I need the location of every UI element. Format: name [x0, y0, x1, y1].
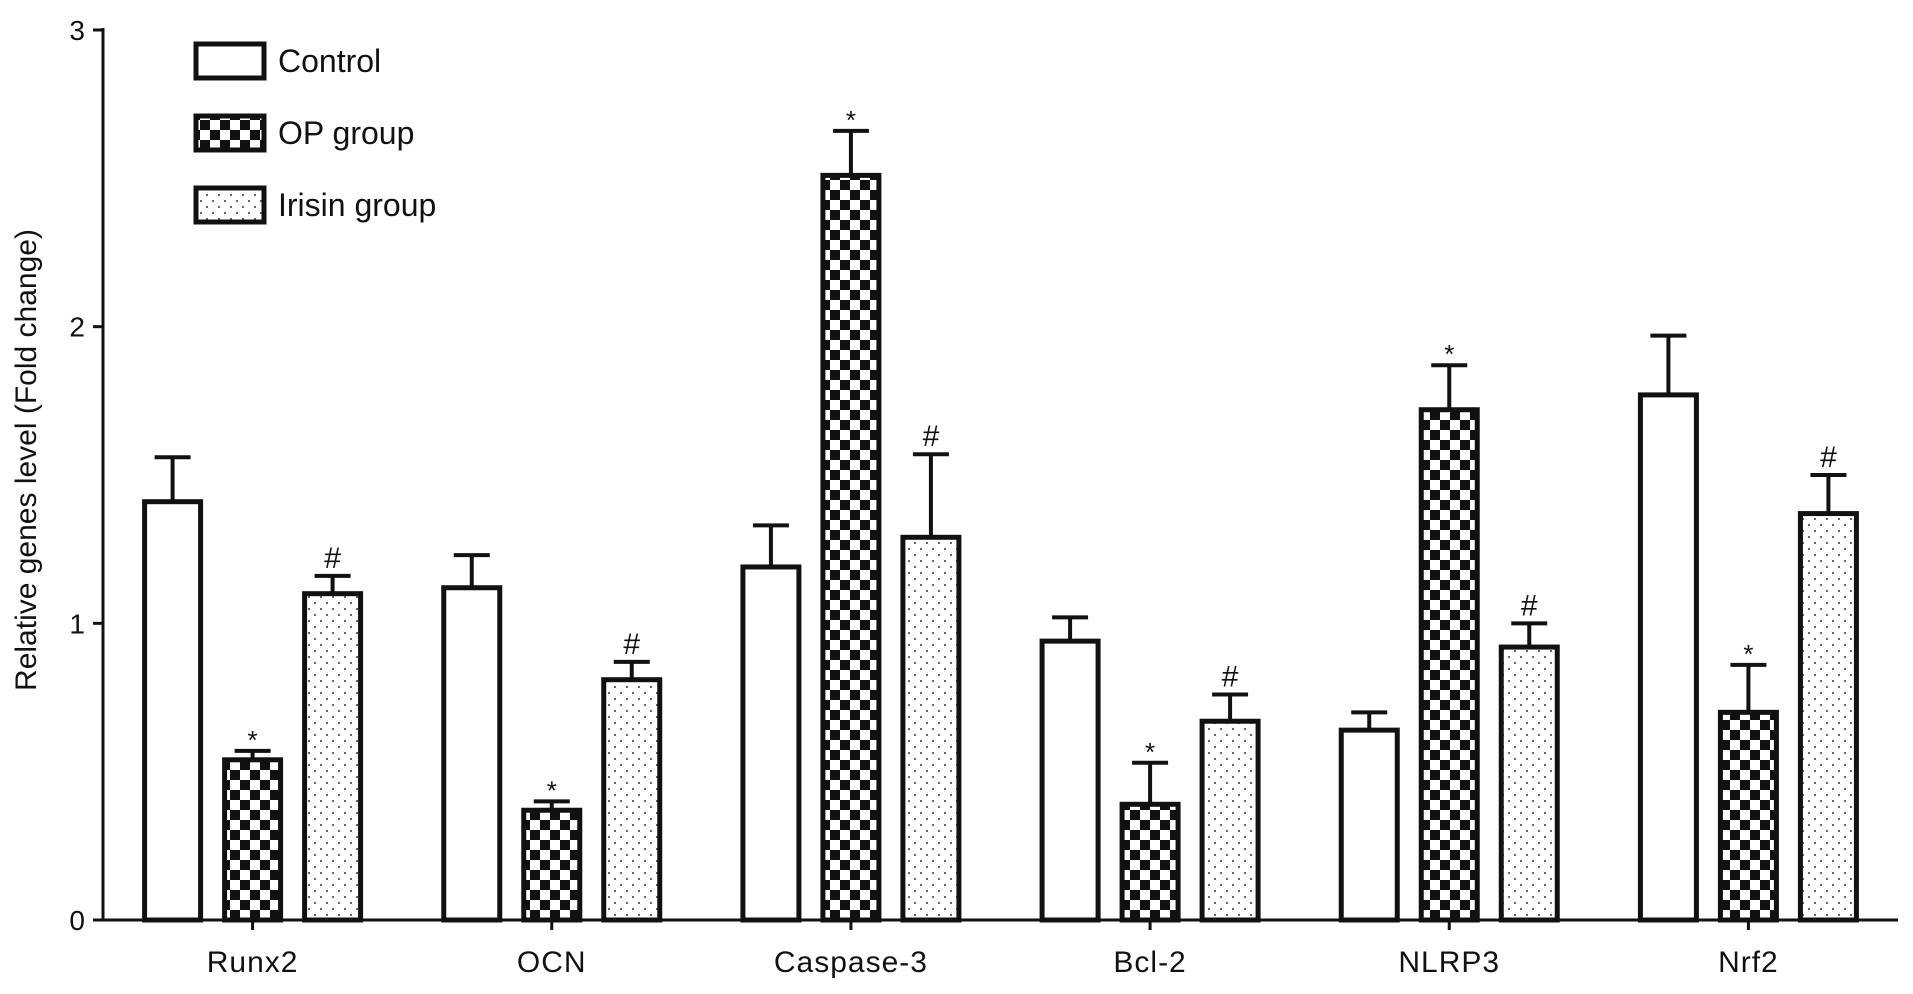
bar [740, 564, 802, 923]
bar [521, 807, 583, 923]
significance-star: * [1743, 639, 1753, 669]
legend-label: Control [278, 43, 381, 79]
bar [222, 757, 284, 923]
bar [1338, 727, 1400, 923]
bar [1498, 644, 1560, 923]
y-axis: 0 1 2 3 [69, 15, 105, 936]
bar [820, 172, 882, 923]
x-tick-label: Runx2 [207, 946, 299, 979]
y-tick-label: 0 [69, 905, 85, 936]
legend-swatch [193, 113, 267, 153]
y-tick-label: 3 [69, 15, 85, 46]
x-tick-label: OCN [517, 946, 587, 979]
bar [1717, 709, 1779, 923]
x-tick-label: NLRP3 [1398, 946, 1500, 979]
legend: Control OP group Irisin group [193, 41, 436, 225]
bar [302, 591, 364, 923]
bar [900, 534, 962, 923]
x-tick-label: Bcl-2 [1113, 946, 1186, 979]
significance-hash: # [1820, 441, 1837, 474]
significance-hash: # [1521, 589, 1538, 622]
legend-swatch [193, 185, 267, 225]
bar [1418, 407, 1480, 923]
bar [1039, 638, 1101, 923]
x-tick-label: Nrf2 [1718, 946, 1779, 979]
bar [1637, 392, 1699, 923]
significance-star: * [1444, 339, 1454, 369]
x-axis: Runx2 OCN Caspase-3 Bcl-2 NLRP3 Nrf2 [103, 918, 1898, 979]
legend-label: OP group [278, 115, 414, 151]
bar [601, 677, 663, 923]
y-tick-label: 1 [69, 608, 85, 639]
significance-star: * [846, 105, 856, 135]
bar [142, 499, 204, 923]
legend-label: Irisin group [278, 187, 436, 223]
y-tick-label: 2 [69, 312, 85, 343]
significance-hash: # [623, 628, 640, 661]
bar [1199, 718, 1261, 923]
bars: * # * # * # * # * # * # [142, 105, 1859, 923]
legend-swatch [193, 41, 267, 81]
significance-star: * [248, 725, 258, 755]
significance-hash: # [1222, 661, 1239, 694]
significance-hash: # [923, 420, 940, 453]
significance-hash: # [324, 542, 341, 575]
bar [1797, 511, 1859, 923]
significance-star: * [1145, 737, 1155, 767]
x-tick-label: Caspase-3 [774, 946, 928, 979]
significance-star: * [547, 775, 557, 805]
bar [1119, 801, 1181, 923]
y-axis-title: Relative genes level (Fold change) [10, 229, 43, 691]
bar [441, 585, 503, 923]
